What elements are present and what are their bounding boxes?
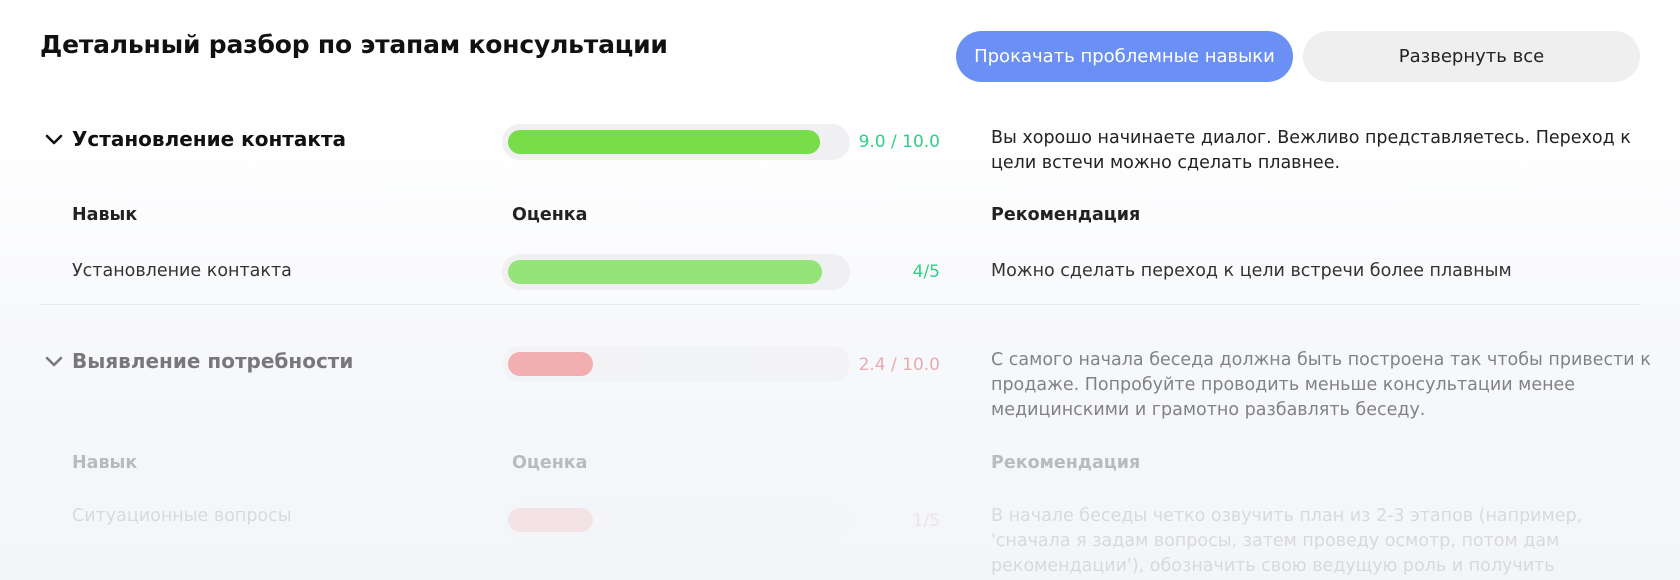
skill-score-bar	[502, 254, 850, 290]
skill-name: Ситуационные вопросы	[72, 506, 292, 526]
skill-score: 1/5	[912, 511, 940, 531]
section-score-bar	[502, 124, 850, 160]
skill-name: Установление контакта	[72, 261, 292, 281]
skill-recommendation: Можно сделать переход к цели встречи бол…	[991, 261, 1512, 281]
header-recommendation: Рекомендация	[991, 205, 1141, 225]
section-summary: С самого начала беседа должна быть постр…	[991, 350, 1651, 420]
section-summary: Вы хорошо начинаете диалог. Вежливо пред…	[991, 128, 1631, 173]
skill-score-fill	[508, 508, 593, 532]
section-score-fill	[508, 130, 820, 154]
skill-recommendation: В начале беседы четко озвучить план из 2…	[991, 506, 1583, 576]
skill-score-fill	[508, 260, 822, 284]
section-score-bar	[502, 346, 850, 382]
section-title[interactable]: Выявление потребности	[72, 349, 354, 373]
section-score-fill	[508, 352, 593, 376]
section-score: 9.0 / 10.0	[858, 132, 940, 152]
header-skill: Навык	[72, 205, 138, 225]
skill-score-bar	[502, 502, 850, 538]
chevron-down-icon[interactable]	[43, 351, 65, 373]
skill-score: 4/5	[912, 262, 940, 282]
header-skill: Навык	[72, 453, 138, 473]
section-title[interactable]: Установление контакта	[72, 127, 347, 151]
train-problem-skills-button[interactable]: Прокачать проблемные навыки	[956, 31, 1293, 82]
section-score: 2.4 / 10.0	[858, 355, 940, 375]
page-title: Детальный разбор по этапам консультации	[40, 30, 668, 59]
chevron-down-icon[interactable]	[43, 129, 65, 151]
expand-all-button[interactable]: Развернуть все	[1303, 31, 1640, 82]
header-rating: Оценка	[512, 205, 588, 225]
section-divider	[40, 304, 1640, 305]
header-recommendation: Рекомендация	[991, 453, 1141, 473]
header-rating: Оценка	[512, 453, 588, 473]
